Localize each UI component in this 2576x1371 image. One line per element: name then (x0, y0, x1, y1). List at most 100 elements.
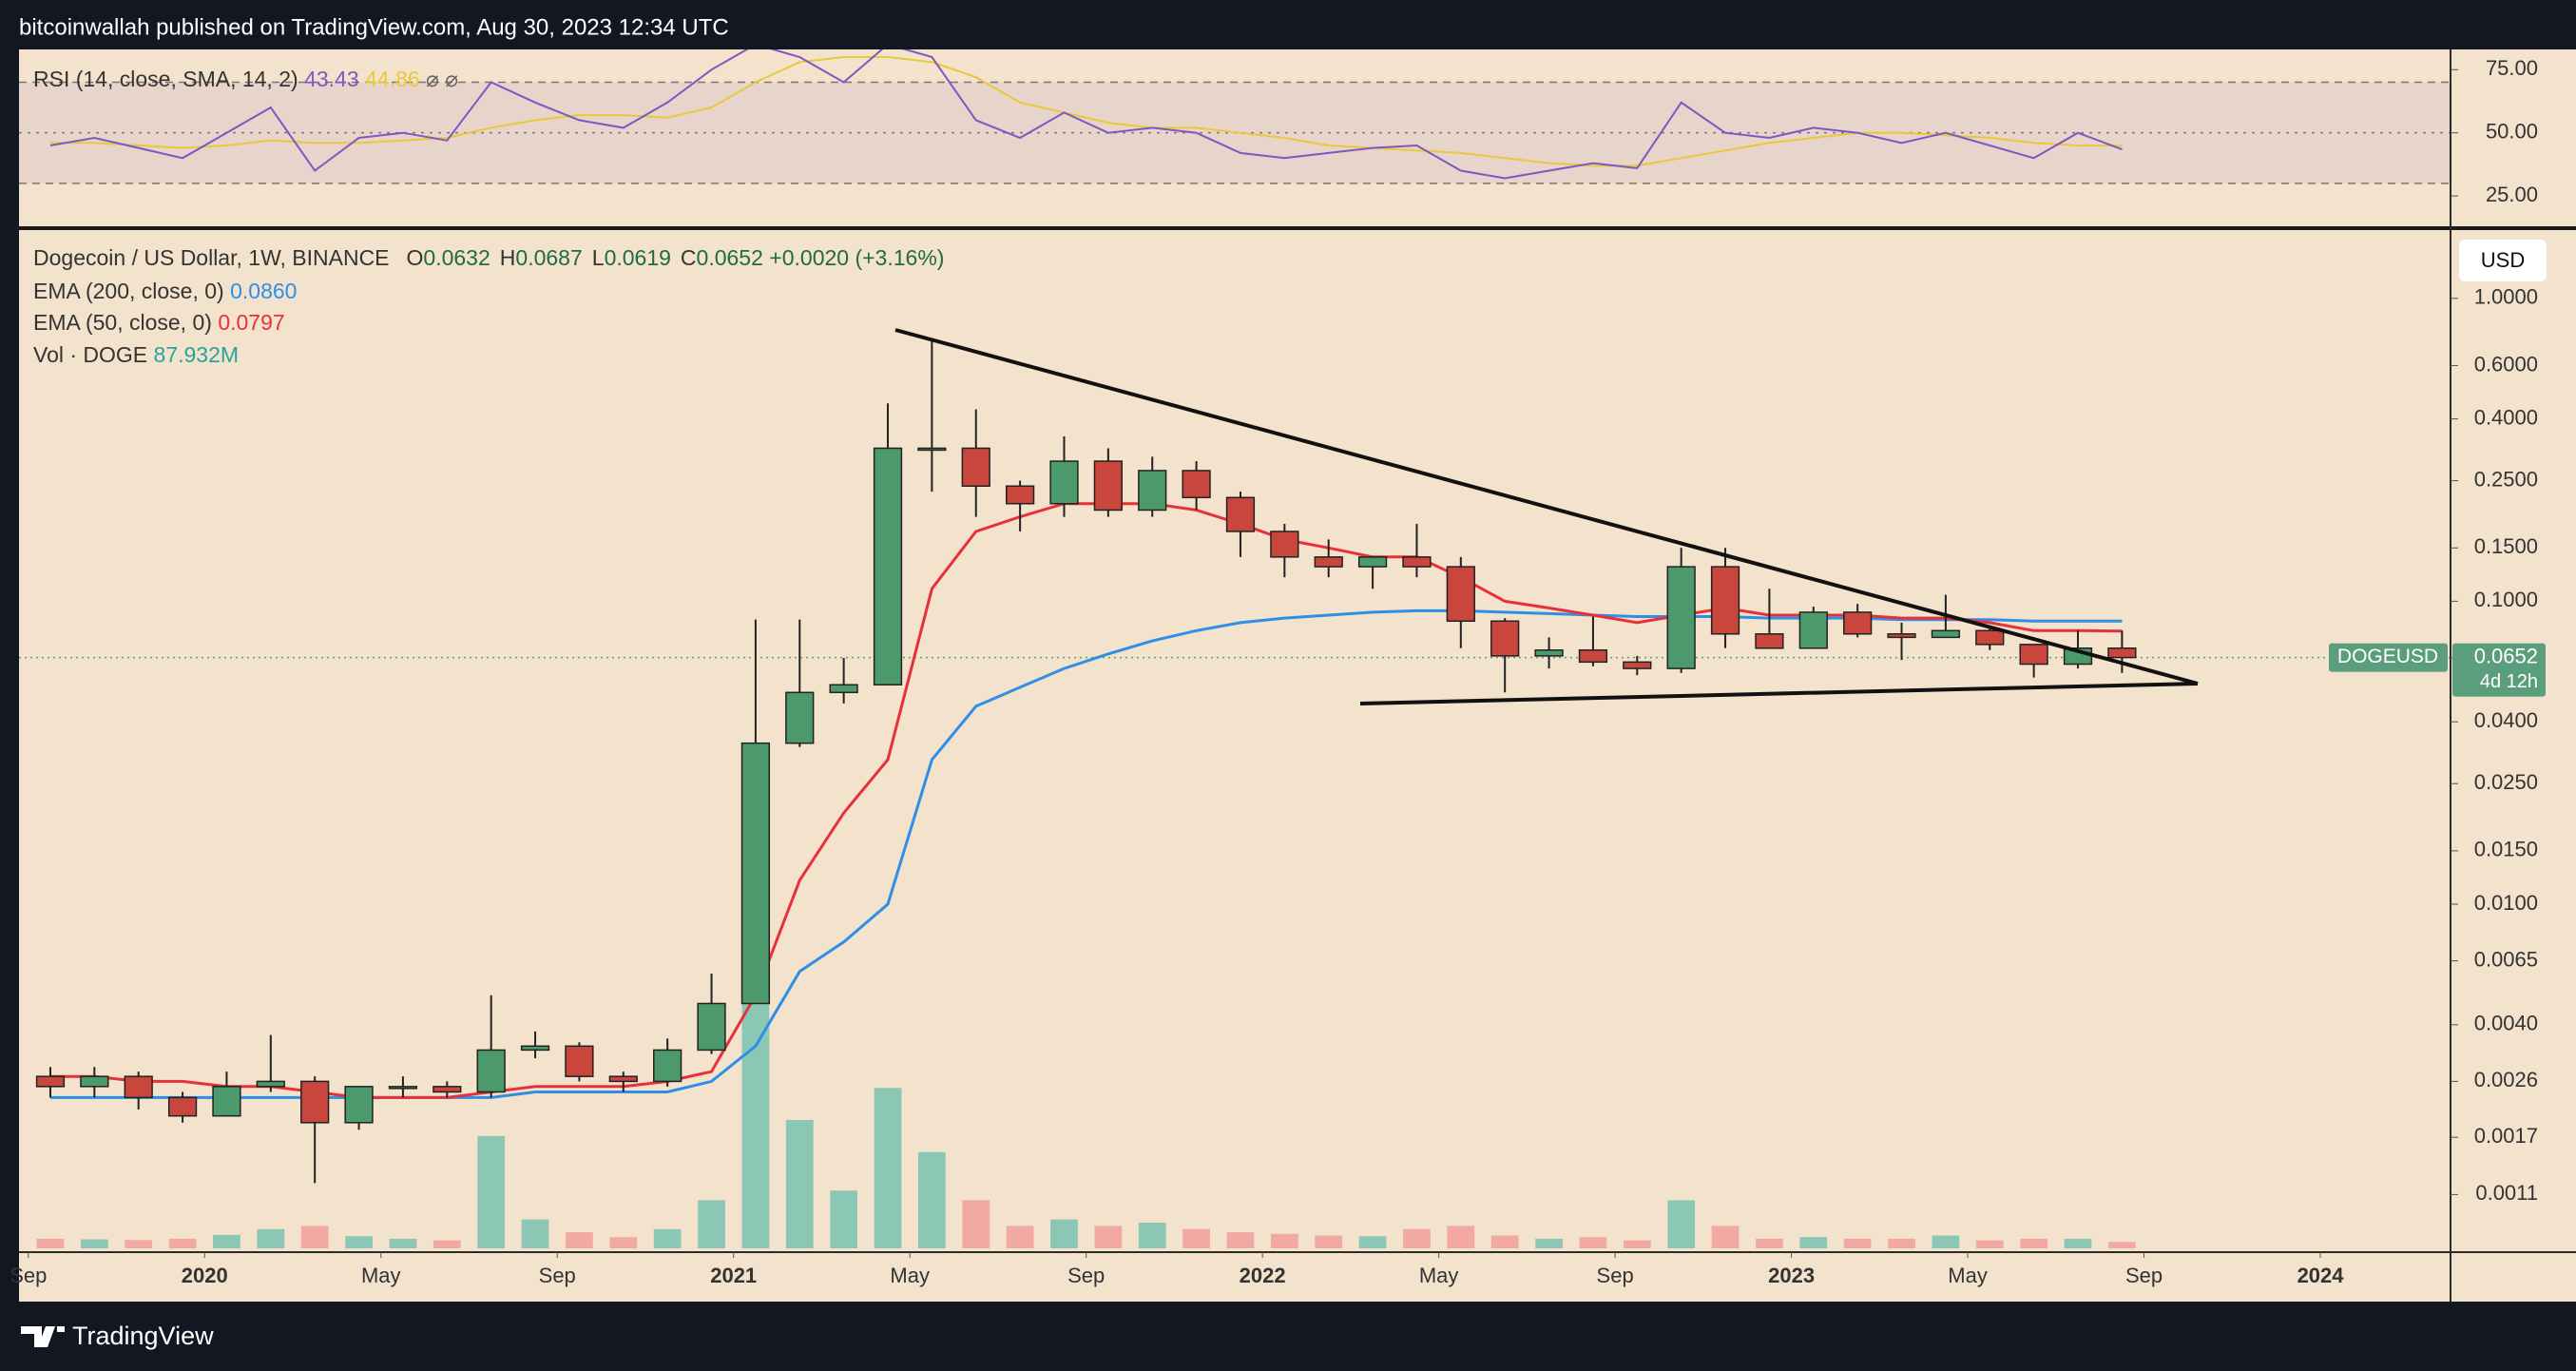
ohlc-value: 0.0652 (697, 245, 763, 270)
footer-bar (0, 1302, 2576, 1371)
volume-bar (1932, 1235, 1960, 1248)
candle-body (873, 447, 903, 686)
x-tick-label: May (890, 1264, 930, 1287)
volume-bar (477, 1135, 506, 1248)
logo (21, 1326, 65, 1347)
volume-bar (345, 1236, 373, 1248)
ohlc-value: 0.0619 (605, 245, 671, 270)
x-tick-label: Sep (1067, 1264, 1105, 1287)
volume-bar (300, 1226, 329, 1248)
currency[interactable]: USD (2481, 248, 2525, 272)
pane-separator (19, 226, 2576, 230)
symbol-tag-label: DOGEUSD (2337, 646, 2438, 667)
y-tick-label: 0.0250 (2474, 770, 2538, 794)
y-tick-label: 1.0000 (2474, 285, 2538, 309)
ohlc-value: 0.0687 (515, 245, 582, 270)
x-tick-label: 2021 (710, 1264, 757, 1287)
candle-body (2107, 647, 2137, 659)
volume-bar (609, 1237, 638, 1248)
volume-bar (2020, 1238, 2048, 1248)
candle-body (124, 1075, 153, 1099)
ema200-legend: EMA (200, close, 0) 0.0860 (33, 279, 297, 303)
volume-bar (125, 1240, 153, 1248)
rsi-line (49, 49, 2123, 180)
volume-bar (1182, 1228, 1210, 1248)
candle-body (1490, 620, 1520, 657)
volume-bar (1315, 1235, 1343, 1248)
legend-name: Vol · DOGE (33, 342, 147, 367)
candle-body (1357, 556, 1388, 568)
x-tick-label: May (361, 1264, 401, 1287)
rsi-pane (19, 49, 2451, 184)
candle-body (653, 1049, 682, 1083)
candle-body (697, 1002, 726, 1052)
y-tick-label: 0.0100 (2474, 891, 2538, 915)
ohlc-key: C (681, 245, 697, 270)
y-tick-label: 0.0150 (2474, 838, 2538, 861)
symbol: Dogecoin / US Dollar, 1W, BINANCE (33, 245, 390, 270)
y-tick-label: 0.0017 (2474, 1124, 2538, 1148)
y-tick-label: 0.0400 (2474, 708, 2538, 732)
main-pane (19, 338, 2451, 1248)
ema50-legend: EMA (50, close, 0) 0.0797 (33, 310, 285, 335)
chart-background (19, 49, 2576, 1302)
x-tick-label: 2024 (2297, 1264, 2345, 1287)
rsi-sma-value: 44.86 (365, 67, 420, 91)
candle-body (1931, 629, 1961, 639)
price-value: 0.0652 (2474, 644, 2538, 667)
volume-bar (1403, 1228, 1431, 1248)
brand: TradingView (72, 1322, 214, 1350)
volume-bar (521, 1219, 549, 1248)
volume-bar (1756, 1238, 1783, 1248)
candle-body (1225, 496, 1256, 532)
y-tick-label: 0.0065 (2474, 947, 2538, 971)
volume-bar (213, 1234, 240, 1248)
volume-bar (566, 1232, 593, 1248)
volume-bar (1535, 1238, 1563, 1248)
price-box (2452, 643, 2546, 697)
x-tick-label: 2020 (182, 1264, 228, 1287)
currency-button[interactable] (2459, 240, 2547, 281)
ohlc-key: O (407, 245, 424, 270)
legend-value: 87.932M (154, 342, 240, 367)
volume-bar (1006, 1226, 1034, 1248)
ohlc-value: 0.0632 (423, 245, 490, 270)
volume-bar (1843, 1238, 1872, 1248)
volume-bar (168, 1238, 197, 1248)
candle-body (520, 1045, 550, 1052)
candle-body (300, 1080, 330, 1124)
candle-body (1843, 611, 1873, 635)
y-tick-label: 0.1500 (2474, 534, 2538, 558)
rsi-tick-label: 50.00 (2486, 119, 2538, 143)
volume-bar (1888, 1238, 1915, 1248)
volume-bar (1226, 1232, 1255, 1248)
candle-body (1182, 470, 1211, 499)
rsi-sma-line (50, 56, 2123, 167)
candle-body (1666, 566, 1696, 669)
x-tick-label: Sep (539, 1264, 576, 1287)
volume-bar (1711, 1226, 1740, 1248)
rsi-tick-label: 25.00 (2486, 183, 2538, 206)
volume-bar (1358, 1236, 1387, 1248)
candle-body (256, 1080, 285, 1088)
rsi-name: RSI (14, close, SMA, 14, 2) (33, 67, 298, 91)
candle-body (80, 1075, 109, 1088)
rsi-value: 43.43 (304, 67, 359, 91)
ema-line (50, 502, 2123, 1099)
symbol-tag (2329, 643, 2448, 672)
change: +0.0020 (+3.16%) (769, 245, 944, 270)
candle-body (1798, 611, 1828, 649)
volume-bar (2064, 1238, 2092, 1248)
volume-bar (962, 1200, 990, 1248)
ohlc-key: H (500, 245, 516, 270)
candle-body (1049, 460, 1079, 505)
candle-body (476, 1049, 506, 1093)
candle-body (1005, 485, 1035, 505)
volume-bar (36, 1238, 65, 1248)
candle-body (740, 742, 771, 1005)
x-tick-label: May (1948, 1264, 1988, 1287)
ohlc-key: L (592, 245, 605, 270)
candle-body (565, 1045, 594, 1077)
